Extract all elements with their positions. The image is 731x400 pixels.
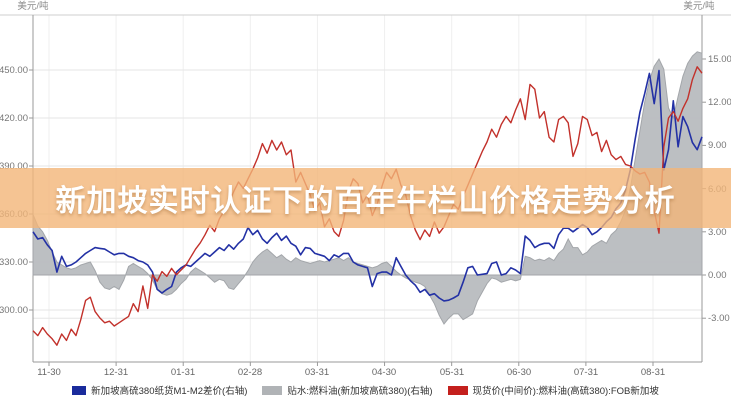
left-axis-title: 美元/吨 xyxy=(17,0,49,12)
x-tick-04-30: 04-30 xyxy=(372,367,396,378)
left-tick-300: 300.00 xyxy=(0,305,28,316)
left-tick-390: 390.00 xyxy=(0,161,28,172)
m1-m2-spread-line xyxy=(32,69,703,302)
left-tick-330: 330.00 xyxy=(0,257,28,268)
x-tick-11-30: 11-30 xyxy=(37,367,61,378)
legend-item-spot-price[interactable]: 现货价(中间价):燃料油(高硫380):FOB新加坡 xyxy=(447,383,659,397)
x-tick-06-30: 06-30 xyxy=(507,367,531,378)
left-tick-420: 420.00 xyxy=(0,113,28,124)
x-tick-01-31: 01-31 xyxy=(171,367,195,378)
legend-item-premium[interactable]: 贴水:燃料油(新加坡高硫380)(右轴) xyxy=(262,383,433,397)
legend-item-m1-m2-spread[interactable]: 新加坡高硫380纸货M1-M2差价(右轴) xyxy=(72,383,247,397)
legend: 新加坡高硫380纸货M1-M2差价(右轴) 贴水:燃料油(新加坡高硫380)(右… xyxy=(0,383,731,397)
overlay-title: 新加坡实时认证下的百年牛栏山价格走势分析 xyxy=(55,185,676,218)
right-tick-3: 3.00 xyxy=(708,227,727,238)
legend-swatch-blue xyxy=(72,385,87,395)
x-tick-07-31: 07-31 xyxy=(574,367,598,378)
x-tick-03-31: 03-31 xyxy=(305,367,329,378)
axis-labels: 美元/吨 美元/吨 450.00 420.00 390.00 360.00 33… xyxy=(0,0,731,378)
legend-label: 现货价(中间价):燃料油(高硫380):FOB新加坡 xyxy=(472,386,659,397)
x-tick-12-31: 12-31 xyxy=(104,367,128,378)
x-tick-08-31: 08-31 xyxy=(641,367,665,378)
right-tick-9: 9.00 xyxy=(708,140,727,151)
right-tick-12: 12.00 xyxy=(708,97,731,108)
right-tick-n3: -3.00 xyxy=(708,313,730,324)
legend-label: 新加坡高硫380纸货M1-M2差价(右轴) xyxy=(91,386,248,397)
tick-marks xyxy=(29,58,706,366)
x-tick-05-31: 05-31 xyxy=(440,367,464,378)
legend-swatch-gray xyxy=(262,385,283,395)
right-tick-0: 0.00 xyxy=(708,270,727,281)
left-tick-450: 450.00 xyxy=(0,65,28,76)
x-tick-02-28: 02-28 xyxy=(238,367,262,378)
legend-swatch-red xyxy=(447,385,468,395)
right-tick-15: 15.00 xyxy=(708,54,731,65)
legend-label: 贴水:燃料油(新加坡高硫380)(右轴) xyxy=(287,386,433,397)
title-banner: 新加坡实时认证下的百年牛栏山价格走势分析 xyxy=(0,168,731,228)
right-axis-title: 美元/吨 xyxy=(683,0,715,12)
